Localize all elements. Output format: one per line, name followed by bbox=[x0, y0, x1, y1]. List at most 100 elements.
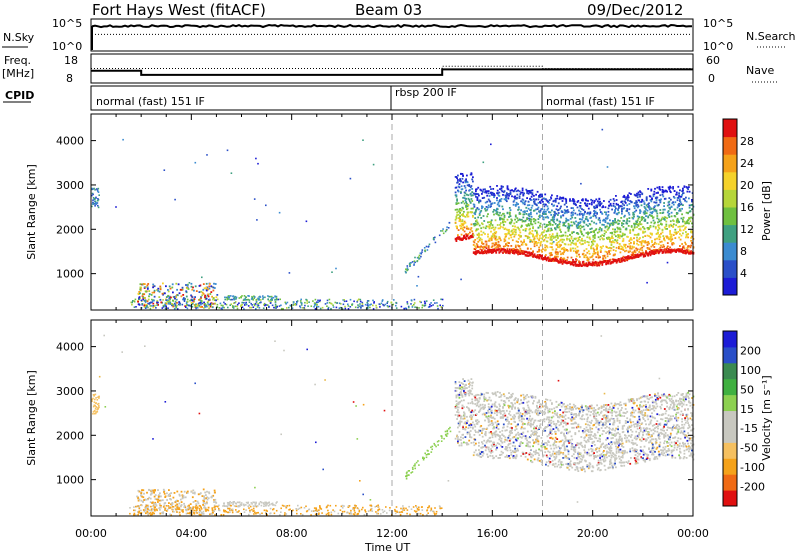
scatter-cell bbox=[533, 198, 535, 201]
scatter-cell bbox=[534, 396, 537, 399]
scatter-cell bbox=[647, 216, 650, 219]
scatter-cell bbox=[660, 219, 662, 222]
scatter-cell bbox=[387, 306, 389, 308]
scatter-cell bbox=[495, 209, 498, 212]
scatter-cell bbox=[162, 282, 164, 285]
scatter-cell bbox=[621, 235, 623, 238]
scatter-cell bbox=[641, 249, 644, 252]
scatter-cell bbox=[666, 217, 668, 220]
scatter-cell bbox=[604, 257, 607, 259]
scatter-cell bbox=[490, 222, 492, 225]
scatter-cell bbox=[521, 252, 524, 255]
scatter-cell bbox=[469, 384, 471, 386]
scatter-cell bbox=[499, 250, 502, 253]
scatter-cell bbox=[479, 237, 482, 240]
scatter-cell bbox=[472, 454, 475, 457]
scatter-cell bbox=[583, 228, 586, 231]
scatter-cell bbox=[651, 252, 654, 255]
scatter-cell bbox=[637, 232, 640, 235]
scatter-cell bbox=[255, 157, 257, 160]
scatter-cell bbox=[255, 298, 258, 301]
scatter-cell bbox=[308, 301, 310, 303]
scatter-cell bbox=[207, 300, 210, 303]
scatter-cell bbox=[686, 247, 689, 249]
scatter-cell bbox=[534, 410, 537, 413]
scatter-cell bbox=[148, 293, 151, 295]
scatter-cell bbox=[466, 227, 468, 230]
scatter-cell bbox=[502, 212, 505, 215]
scatter-cell bbox=[419, 300, 421, 303]
scatter-cell bbox=[526, 235, 529, 238]
scatter-cell bbox=[544, 408, 547, 411]
scatter-cell bbox=[539, 423, 542, 426]
scatter-cell bbox=[507, 436, 510, 439]
scatter-cell bbox=[317, 299, 319, 302]
scatter-cell bbox=[481, 249, 483, 252]
scatter-cell bbox=[482, 188, 485, 191]
scatter-cell bbox=[507, 397, 510, 400]
scatter-cell bbox=[524, 395, 527, 398]
scatter-cell bbox=[208, 307, 210, 309]
scatter-cell bbox=[200, 303, 202, 306]
scatter-cell bbox=[548, 221, 551, 223]
scatter-cell bbox=[468, 198, 471, 201]
scatter-cell bbox=[560, 423, 562, 426]
scatter-cell bbox=[650, 188, 653, 191]
scatter-cell bbox=[589, 223, 592, 226]
scatter-cell bbox=[494, 391, 497, 394]
scatter-cell bbox=[457, 403, 460, 406]
scatter-cell bbox=[490, 246, 493, 249]
scatter-cell bbox=[498, 443, 501, 445]
scatter-cell bbox=[633, 237, 635, 240]
scatter-cell bbox=[523, 252, 525, 255]
scatter-cell bbox=[454, 191, 457, 194]
scatter-cell bbox=[327, 306, 330, 309]
scatter-cell bbox=[187, 288, 190, 290]
scatter-cell bbox=[678, 203, 680, 205]
scatter-cell bbox=[97, 187, 100, 190]
scatter-cell bbox=[265, 204, 267, 207]
scatter-cell bbox=[148, 303, 151, 305]
scatter-cell bbox=[530, 191, 532, 194]
scatter-cell bbox=[528, 408, 531, 411]
scatter-cell bbox=[586, 218, 589, 221]
scatter-cell bbox=[639, 190, 641, 193]
scatter-cell bbox=[500, 437, 503, 440]
scatter-cell bbox=[91, 205, 93, 208]
scatter-cell bbox=[640, 242, 643, 245]
scatter-cell bbox=[638, 199, 641, 202]
scatter-cell bbox=[672, 234, 675, 236]
scatter-cell bbox=[578, 212, 581, 215]
scatter-cell bbox=[226, 298, 229, 300]
scatter-cell bbox=[610, 237, 613, 239]
scatter-cell bbox=[517, 241, 519, 243]
scatter-cell bbox=[628, 217, 631, 219]
scatter-cell bbox=[199, 302, 202, 304]
scatter-cell bbox=[199, 300, 202, 302]
scatter-cell bbox=[651, 212, 653, 215]
scatter-cell bbox=[469, 433, 471, 436]
scatter-cell bbox=[413, 298, 416, 301]
scatter-cell bbox=[460, 393, 463, 396]
scatter-cell bbox=[622, 196, 625, 198]
scatter-cell bbox=[505, 243, 507, 245]
scatter-cell bbox=[250, 302, 252, 305]
scatter-cell bbox=[459, 208, 461, 210]
scatter-cell bbox=[518, 195, 521, 198]
scatter-cell bbox=[424, 249, 426, 252]
scatter-cell bbox=[527, 422, 530, 425]
scatter-cell bbox=[582, 213, 585, 216]
scatter-cell bbox=[454, 387, 457, 389]
scatter-cell bbox=[201, 276, 203, 279]
scatter-cell bbox=[504, 227, 507, 230]
scatter-cell bbox=[481, 241, 483, 243]
scatter-cell bbox=[562, 234, 565, 237]
scatter-cell bbox=[395, 307, 398, 309]
scatter-cell bbox=[535, 433, 537, 436]
scatter-cell bbox=[538, 246, 540, 249]
scatter-cell bbox=[481, 435, 484, 438]
scatter-cell bbox=[95, 196, 97, 199]
scatter-cell bbox=[483, 393, 486, 396]
scatter-cell bbox=[469, 430, 472, 432]
scatter-cell bbox=[539, 412, 541, 414]
